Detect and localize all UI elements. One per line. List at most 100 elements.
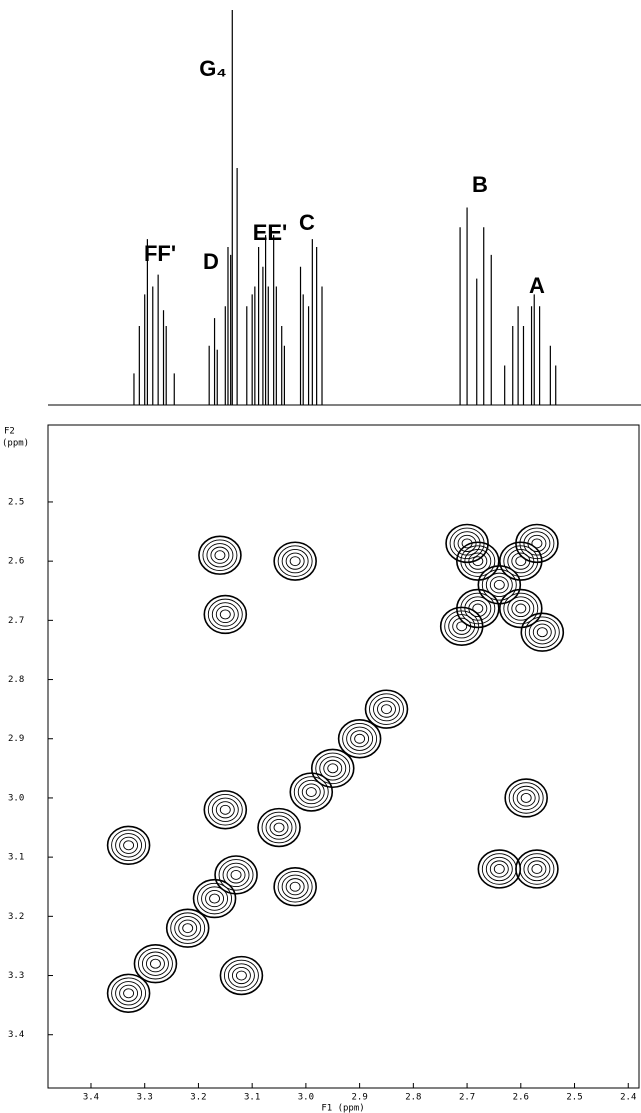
contour-ring	[493, 864, 505, 874]
contour-ring	[327, 763, 339, 774]
contour-ring	[219, 804, 231, 815]
contour-ring	[285, 878, 305, 896]
contour-ring	[464, 596, 492, 621]
contour-ring	[206, 543, 234, 568]
contour-ring	[515, 603, 527, 614]
contour-ring	[192, 878, 237, 919]
contour-ring	[219, 955, 264, 996]
contour-ring	[504, 778, 548, 818]
contour-ring	[289, 556, 301, 567]
x-tick-label: 2.9	[351, 1093, 367, 1103]
contour-ring	[277, 545, 313, 577]
contour-ring	[515, 523, 559, 564]
x-tick-label: 2.4	[620, 1093, 636, 1103]
contour-ring	[197, 882, 233, 915]
contour-ring	[215, 801, 235, 819]
contour-ring	[119, 836, 139, 854]
contour-ring	[273, 867, 317, 907]
contour-ring	[520, 792, 532, 803]
contour-ring	[377, 700, 396, 718]
contour-ring	[507, 596, 535, 621]
contour-ring	[207, 794, 243, 826]
x-tick-label: 3.3	[137, 1093, 153, 1103]
contour-ring	[444, 610, 480, 643]
contour-ring	[106, 825, 151, 865]
contour-ring	[214, 550, 226, 561]
contour-ring	[305, 787, 317, 797]
contour-ring	[460, 592, 496, 625]
contour-ring	[226, 866, 246, 884]
contour-ring	[477, 565, 522, 605]
contour-ring	[111, 829, 147, 862]
peak-label: B	[472, 172, 488, 197]
y-tick-label: 3.0	[8, 793, 24, 803]
contour-ring	[503, 545, 539, 577]
contour-ring	[281, 549, 309, 574]
contour-ring	[111, 977, 147, 1010]
contour-ring	[301, 783, 321, 801]
contour-ring	[536, 627, 548, 638]
y-tick-label: 2.5	[8, 497, 24, 507]
contour-ring	[323, 759, 343, 777]
contour-ring	[273, 541, 317, 581]
contour-ring	[230, 869, 242, 880]
contour-ring	[453, 531, 481, 556]
y-tick-label: 2.8	[8, 675, 24, 685]
peak-label: D	[203, 249, 219, 274]
contour-ring	[511, 599, 531, 618]
contour-ring	[165, 908, 210, 948]
x-tick-label: 3.1	[244, 1093, 260, 1103]
contour-ring	[527, 860, 547, 878]
contour-ring	[115, 981, 143, 1006]
x-axis-label: F1 (ppm)	[321, 1104, 364, 1113]
contour-ring	[519, 527, 555, 560]
contour-ring	[205, 890, 225, 908]
plot-frame	[47, 424, 640, 1089]
contour-ring	[227, 963, 255, 988]
contour-ring	[520, 612, 565, 652]
peak-label: EE'	[253, 220, 288, 245]
contour-ring	[481, 853, 517, 885]
contour-ring	[523, 531, 551, 556]
contour-ring	[269, 818, 289, 837]
contour-ring	[285, 552, 305, 570]
contour-ring	[138, 947, 173, 980]
peak-label: FF'	[144, 241, 176, 266]
x-tick-label: 3.0	[298, 1093, 314, 1103]
x-tick-label: 2.7	[459, 1093, 475, 1103]
contour-ring	[281, 874, 309, 899]
contour-ring	[174, 916, 202, 941]
y-tick-label: 3.2	[8, 912, 24, 922]
contour-ring	[198, 535, 242, 575]
contour-ring	[489, 576, 509, 594]
contour-ring	[369, 693, 404, 725]
contour-ring	[468, 552, 488, 570]
contour-ring	[516, 789, 536, 807]
contour-ring	[211, 797, 239, 822]
contour-ring	[531, 538, 543, 549]
contour-ring	[203, 594, 248, 635]
x-tick-label: 2.6	[513, 1093, 529, 1103]
contour-ring	[350, 730, 370, 748]
contour-ring	[235, 970, 247, 981]
contour-ring	[182, 923, 194, 934]
x-tick-label: 3.4	[83, 1093, 99, 1103]
contour-ring	[461, 538, 473, 549]
contour-ring	[310, 748, 355, 789]
contour-ring	[223, 959, 259, 992]
peak-label: C	[299, 210, 315, 235]
y-tick-label: 2.9	[8, 734, 24, 744]
contour-ring	[119, 984, 139, 1002]
contour-ring	[315, 752, 351, 785]
contour-ring	[481, 569, 517, 601]
contour-ring	[364, 689, 409, 729]
contour-ring	[512, 785, 540, 811]
y-tick-label: 3.3	[8, 971, 24, 981]
contour-ring	[297, 779, 325, 805]
contour-ring	[381, 704, 392, 715]
contour-ring	[123, 840, 135, 851]
contour-ring	[106, 973, 151, 1013]
contour-ring	[346, 726, 374, 751]
contour-ring	[531, 864, 543, 874]
